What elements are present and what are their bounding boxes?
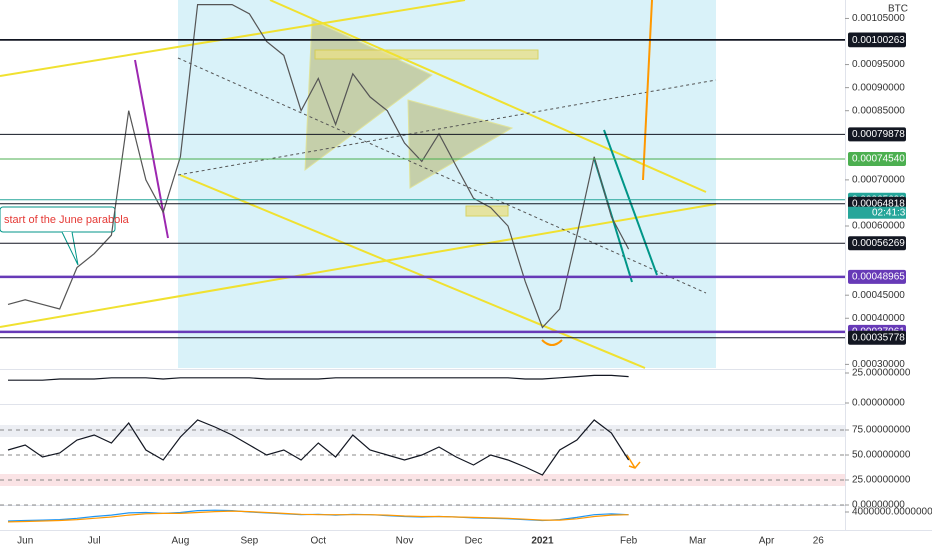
y-tick-label: 0.00090000 <box>852 82 905 93</box>
trendline <box>0 0 466 77</box>
trendline <box>603 129 658 276</box>
annotation-box <box>0 206 116 233</box>
x-tick-label: Aug <box>172 536 190 547</box>
trendline <box>177 57 707 294</box>
y-tick-label: 75.00000000 <box>852 425 911 436</box>
x-tick-label: 26 <box>813 536 825 547</box>
x-tick-label: 2021 <box>531 536 554 547</box>
y-tick-label: 0.00105000 <box>852 13 905 24</box>
y-tick-label: 0.00060000 <box>852 221 905 232</box>
price-tag <box>848 236 906 251</box>
annotation-pointer <box>61 231 79 266</box>
drawings: start of the June parabola BTC <box>0 0 932 531</box>
countdown-tag <box>848 206 906 219</box>
y-tick-label: 0.00045000 <box>852 290 905 301</box>
projection-arrow <box>642 0 653 181</box>
y-tick-label: 4000000.00000000 <box>852 507 932 518</box>
rsi-lower-band <box>0 474 845 486</box>
currency: BTC <box>888 4 908 15</box>
price-tag <box>848 151 906 166</box>
x-tick-label: Feb <box>620 536 638 547</box>
y-tick-label: 0.00040000 <box>852 313 905 324</box>
trendline <box>269 0 707 193</box>
y-tick-label: 0.00030000 <box>852 359 905 370</box>
y-tick-label: 25.00000000 <box>852 475 911 486</box>
x-tick-label: Dec <box>465 536 483 547</box>
x-tick-label: Oct <box>311 536 327 547</box>
x-tick-label: Apr <box>759 536 775 547</box>
price-tag <box>848 269 906 284</box>
y-tick-label: 0.00085000 <box>852 105 905 116</box>
zone <box>314 49 539 60</box>
price-tag-label: 0.00079878 <box>852 129 905 140</box>
y-tick-label: 0.00000000 <box>852 398 905 409</box>
price-tag-label: 0.00056269 <box>852 238 905 249</box>
y-tick-label: 25.00000000 <box>852 368 911 379</box>
series-line <box>8 374 629 381</box>
price-tag-label: 0.00074540 <box>852 154 905 165</box>
bottom-mark <box>541 339 563 346</box>
x-tick-label: Nov <box>396 536 414 547</box>
y-tick-label: 0.00000000 <box>852 500 905 511</box>
triangle <box>407 99 514 189</box>
price-tag <box>848 330 906 345</box>
y-tick-label: 50.00000000 <box>852 450 911 461</box>
x-tick-label: Sep <box>240 536 258 547</box>
x-tick-label: Mar <box>689 536 707 547</box>
price-tag <box>848 127 906 142</box>
zone <box>465 205 509 217</box>
series-line <box>7 419 630 476</box>
rsi-upper-band <box>0 425 845 437</box>
y-tick-label: 0.00070000 <box>852 175 905 186</box>
projection-arrow <box>626 454 641 469</box>
trendline <box>179 174 646 369</box>
series-line <box>7 510 629 523</box>
x-tick-label: Jun <box>17 536 33 547</box>
price-tag-label: 0.00035778 <box>852 332 905 343</box>
price-tag-label: 0.00064818 <box>852 198 905 209</box>
y-tick-label: 0.00095000 <box>852 59 905 70</box>
channel-area <box>178 0 716 368</box>
countdown: 02:41:33 <box>872 207 911 218</box>
price-tag <box>848 33 906 48</box>
x-tick-label: Jul <box>88 536 101 547</box>
trendline <box>0 203 717 328</box>
series-line <box>7 3 630 329</box>
price-tag-label: 0.00100263 <box>852 35 905 46</box>
annotation: start of the June parabola <box>4 214 130 226</box>
trendline <box>134 59 169 239</box>
price-tag-label: 0.00048965 <box>852 272 905 283</box>
